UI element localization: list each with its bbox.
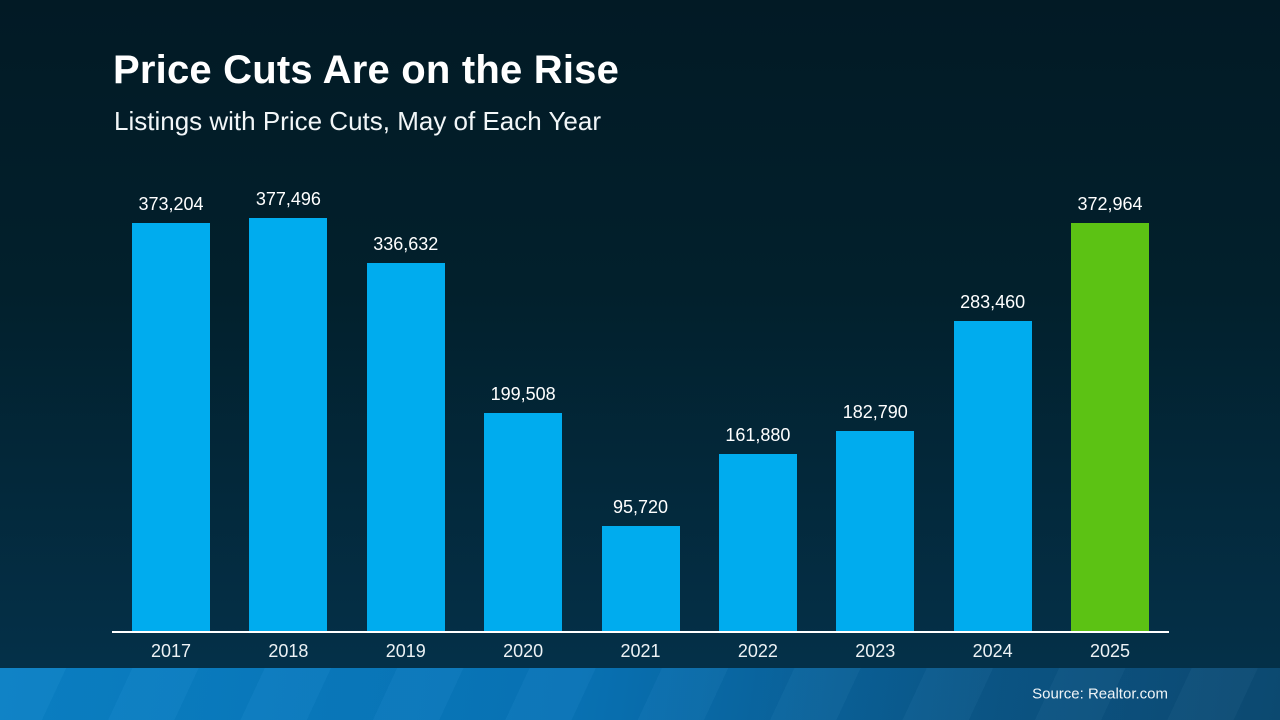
bar-column-2023: 182,790 2023 [836,180,915,661]
source-text: Source: Realtor.com [1032,685,1168,703]
x-axis-tick-label: 2017 [150,641,192,661]
x-axis-tick-label: 2023 [855,641,896,661]
bar-column-2022: 161,880 2022 [718,180,797,661]
bar-value-label: 373,204 [138,194,204,214]
x-axis-tick-label: 2025 [1089,641,1131,661]
bar-2023 [836,431,915,631]
x-axis-tick-label: 2018 [268,641,309,661]
bar-chart: 373,204 2017 377,496 2018 336,632 2019 199,508… [112,180,1169,661]
chart-title: Price Cuts Are on the Rise [113,48,620,92]
bar-value-label: 161,880 [725,425,791,445]
bar-value-label: 377,496 [255,189,321,209]
bar-value-label: 372,964 [1077,194,1143,214]
bar-2025 [1071,223,1149,631]
bar-2022 [718,454,797,631]
x-axis-tick-label: 2022 [737,641,778,661]
bar-2020 [484,413,563,631]
bar-column-2021: 95,720 2021 [601,180,680,661]
bar-2018 [249,218,328,631]
bar-value-label: 336,632 [373,234,439,254]
x-axis-tick-label: 2020 [503,641,544,661]
bar-column-2020: 199,508 2020 [484,180,563,661]
bar-column-2017: 373,204 2017 [132,180,210,661]
bar-2024 [953,321,1032,631]
bar-column-2019: 336,632 2019 [366,180,445,661]
bar-value-label: 199,508 [490,384,556,404]
bar-column-2018: 377,496 2018 [249,180,328,661]
bar-column-2024: 283,460 2024 [953,180,1032,661]
x-axis-tick-label: 2024 [972,641,1013,661]
bar-value-label: 95,720 [612,497,669,517]
x-axis-line [112,631,1169,633]
footer-banner: Source: Realtor.com [0,668,1280,720]
x-axis-tick-label: 2019 [385,641,426,661]
bar-2017 [132,223,210,631]
bar-column-2025: 372,964 2025 [1071,180,1149,661]
bar-2019 [366,263,445,631]
bar-value-label: 283,460 [960,292,1026,312]
x-axis-tick-label: 2021 [620,641,661,661]
plot-area: 373,204 2017 377,496 2018 336,632 2019 199,508… [132,180,1149,661]
bar-2021 [601,526,680,631]
chart-subtitle: Listings with Price Cuts, May of Each Ye… [114,106,602,136]
bar-value-label: 182,790 [842,402,908,422]
